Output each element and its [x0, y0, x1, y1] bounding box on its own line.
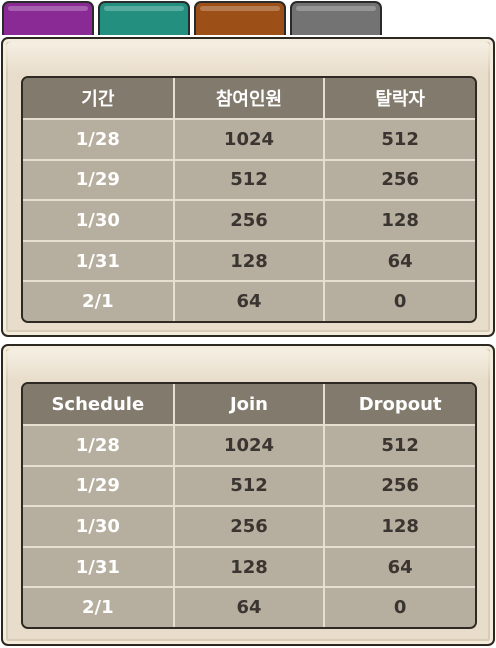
column-header-dropout: Dropout [324, 384, 475, 426]
dropout-cell: 0 [324, 587, 475, 627]
tab-bar [0, 0, 496, 36]
column-header-period: 기간 [23, 78, 175, 120]
join-cell: 256 [173, 200, 326, 242]
dropout-cell: 512 [324, 119, 475, 161]
panel-korean: 기간 참여인원 탈락자 1/28 1024 512 1/29 512 256 1… [1, 37, 495, 337]
join-cell: 256 [173, 506, 326, 548]
table-row: 1/30 256 128 [23, 200, 475, 242]
column-header-eliminated: 탈락자 [324, 78, 475, 120]
dropout-cell: 256 [324, 159, 475, 202]
dropout-cell: 0 [324, 281, 475, 321]
table-english-frame: Schedule Join Dropout 1/28 1024 512 1/29… [21, 382, 477, 629]
panel-english: Schedule Join Dropout 1/28 1024 512 1/29… [1, 344, 495, 646]
tab-orange[interactable] [194, 1, 286, 35]
join-cell: 128 [173, 546, 326, 589]
dropout-cell: 128 [324, 506, 475, 548]
table-row: 1/29 512 256 [23, 159, 475, 202]
join-cell: 128 [173, 240, 326, 283]
table-korean-frame: 기간 참여인원 탈락자 1/28 1024 512 1/29 512 256 1… [21, 76, 477, 323]
column-header-participants: 참여인원 [173, 78, 326, 120]
date-cell: 1/29 [23, 465, 175, 508]
join-cell: 1024 [173, 119, 326, 161]
table-row: 1/29 512 256 [23, 465, 475, 508]
dropout-cell: 64 [324, 240, 475, 283]
table-row: 1/31 128 64 [23, 240, 475, 283]
table-row: 2/1 64 0 [23, 587, 475, 627]
join-cell: 512 [173, 465, 326, 508]
table-row: 1/28 1024 512 [23, 425, 475, 467]
schedule-table-english: Schedule Join Dropout 1/28 1024 512 1/29… [23, 384, 475, 627]
dropout-cell: 128 [324, 200, 475, 242]
date-cell: 1/29 [23, 159, 175, 202]
column-header-join: Join [173, 384, 326, 426]
date-cell: 1/28 [23, 119, 175, 161]
dropout-cell: 64 [324, 546, 475, 589]
date-cell: 1/31 [23, 546, 175, 589]
tab-gray[interactable] [290, 1, 382, 35]
header-row: 기간 참여인원 탈락자 [23, 78, 475, 120]
dropout-cell: 256 [324, 465, 475, 508]
join-cell: 1024 [173, 425, 326, 467]
date-cell: 2/1 [23, 587, 175, 627]
column-header-schedule: Schedule [23, 384, 175, 426]
date-cell: 1/30 [23, 200, 175, 242]
table-row: 1/31 128 64 [23, 546, 475, 589]
date-cell: 1/28 [23, 425, 175, 467]
tab-purple[interactable] [2, 1, 94, 35]
table-row: 2/1 64 0 [23, 281, 475, 321]
table-row: 1/28 1024 512 [23, 119, 475, 161]
date-cell: 2/1 [23, 281, 175, 321]
join-cell: 512 [173, 159, 326, 202]
tab-teal[interactable] [98, 1, 190, 35]
date-cell: 1/31 [23, 240, 175, 283]
header-row: Schedule Join Dropout [23, 384, 475, 426]
dropout-cell: 512 [324, 425, 475, 467]
join-cell: 64 [173, 587, 326, 627]
join-cell: 64 [173, 281, 326, 321]
table-row: 1/30 256 128 [23, 506, 475, 548]
schedule-table-korean: 기간 참여인원 탈락자 1/28 1024 512 1/29 512 256 1… [23, 78, 475, 321]
date-cell: 1/30 [23, 506, 175, 548]
